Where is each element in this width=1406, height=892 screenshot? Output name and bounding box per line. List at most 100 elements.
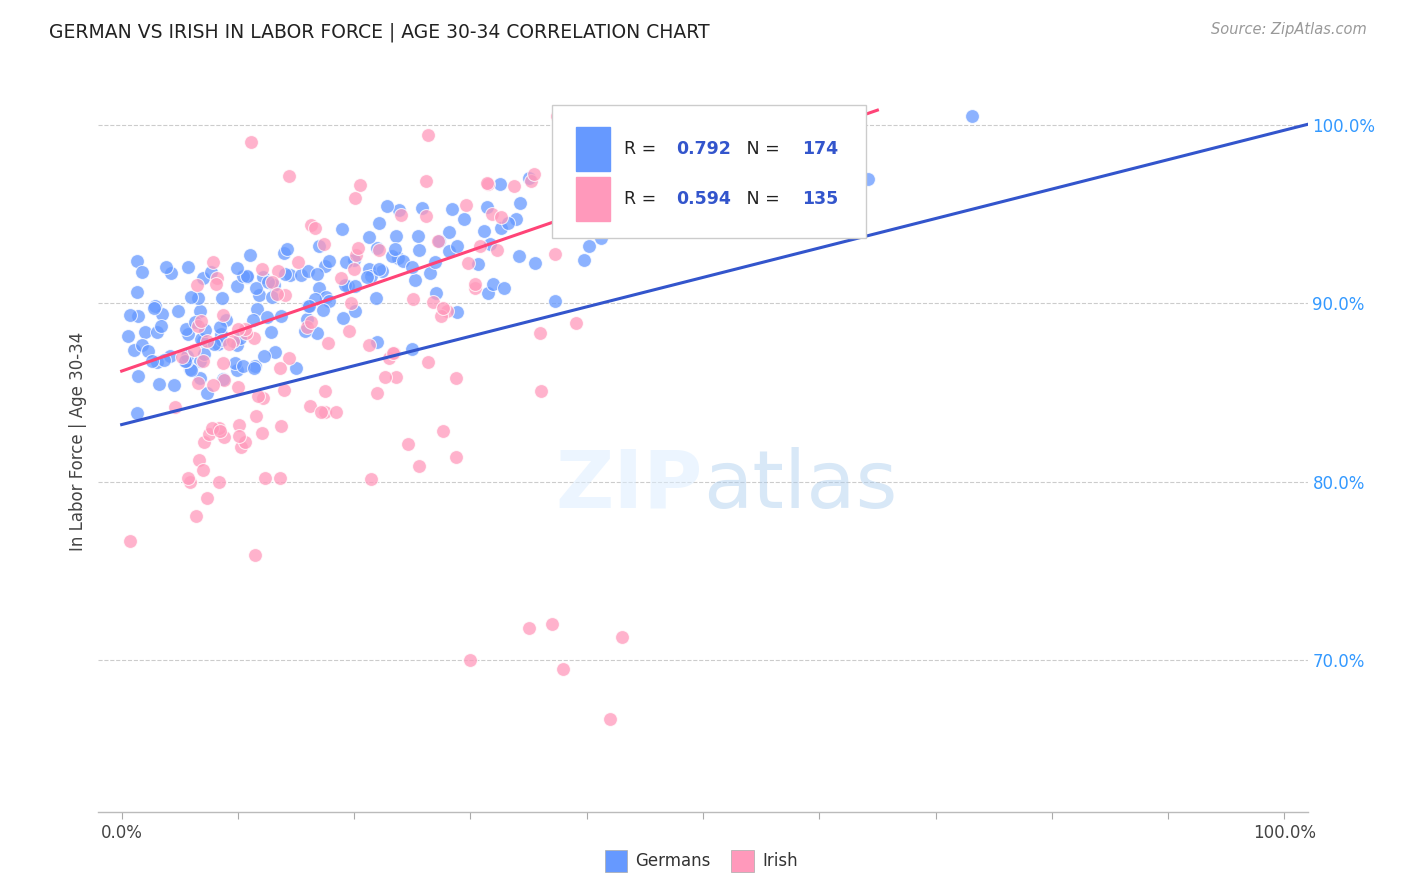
Point: [228, 380, 250, 394]
Point: [610, 630, 633, 644]
Point: [309, 405, 332, 419]
Point: [232, 359, 254, 373]
Point: [177, 471, 200, 485]
Point: [211, 357, 233, 371]
Point: [368, 243, 391, 257]
Point: [446, 371, 468, 385]
Point: [276, 242, 298, 256]
Point: [200, 265, 222, 279]
Point: [416, 128, 439, 142]
Point: [297, 311, 319, 326]
Point: [163, 377, 186, 392]
Y-axis label: In Labor Force | Age 30-34: In Labor Force | Age 30-34: [69, 332, 87, 551]
Point: [315, 290, 337, 304]
Point: [422, 295, 444, 310]
Point: [415, 210, 437, 224]
Point: [183, 343, 205, 357]
Point: [578, 238, 600, 252]
Point: [464, 280, 486, 294]
Point: [460, 653, 482, 667]
Point: [519, 174, 541, 188]
Point: [218, 337, 240, 351]
Point: [211, 333, 233, 347]
Point: [269, 361, 291, 376]
Point: [332, 311, 354, 326]
Point: [339, 295, 361, 310]
Text: 174: 174: [803, 140, 838, 158]
Point: [297, 264, 319, 278]
Point: [430, 309, 453, 323]
Point: [270, 418, 292, 433]
Point: [143, 301, 166, 315]
Point: [505, 212, 527, 227]
Point: [127, 310, 149, 324]
Point: [239, 248, 262, 262]
Text: ZIP: ZIP: [555, 447, 703, 525]
Point: [205, 277, 228, 292]
Point: [240, 136, 263, 150]
Point: [260, 325, 283, 339]
Point: [544, 293, 567, 308]
Point: [166, 303, 188, 318]
Point: [174, 322, 197, 336]
Bar: [576, 127, 610, 171]
Point: [439, 244, 461, 258]
Point: [366, 334, 388, 349]
Point: [312, 302, 335, 317]
Text: R =: R =: [624, 190, 662, 208]
Point: [411, 201, 433, 215]
Point: [529, 326, 551, 340]
Point: [226, 363, 249, 377]
Point: [190, 354, 212, 368]
Point: [343, 252, 366, 267]
Point: [346, 241, 368, 255]
Point: [127, 369, 149, 384]
Point: [231, 441, 253, 455]
Point: [201, 377, 224, 392]
Text: Germans: Germans: [636, 852, 711, 871]
Point: [188, 370, 211, 384]
Point: [155, 260, 177, 275]
Point: [180, 362, 202, 376]
Point: [655, 109, 678, 123]
Point: [366, 242, 388, 256]
Point: [245, 281, 267, 295]
Point: [508, 249, 530, 263]
Text: N =: N =: [730, 140, 785, 158]
Point: [343, 304, 366, 318]
Point: [485, 243, 508, 257]
Point: [235, 269, 257, 284]
Point: [325, 405, 347, 419]
Point: [406, 229, 429, 244]
Point: [298, 299, 321, 313]
Point: [366, 386, 388, 401]
Point: [254, 471, 277, 485]
Point: [297, 299, 319, 313]
Point: [225, 261, 247, 276]
Point: [191, 463, 214, 477]
Point: [190, 333, 212, 347]
Point: [733, 185, 755, 199]
Point: [389, 208, 412, 222]
Point: [401, 260, 423, 275]
Point: [180, 290, 202, 304]
Point: [391, 254, 413, 268]
Point: [229, 331, 252, 345]
Point: [231, 269, 253, 284]
Point: [385, 228, 408, 243]
Point: [195, 334, 218, 348]
Point: [295, 320, 318, 334]
Point: [962, 109, 984, 123]
Point: [148, 376, 170, 391]
Point: [146, 326, 169, 340]
Text: 0.792: 0.792: [676, 140, 731, 158]
Point: [224, 356, 246, 370]
Point: [318, 293, 340, 308]
Point: [211, 371, 233, 385]
Point: [357, 338, 380, 352]
Point: [209, 327, 232, 342]
Point: [336, 279, 359, 293]
Point: [571, 211, 593, 225]
Point: [381, 249, 404, 263]
Point: [401, 342, 423, 356]
